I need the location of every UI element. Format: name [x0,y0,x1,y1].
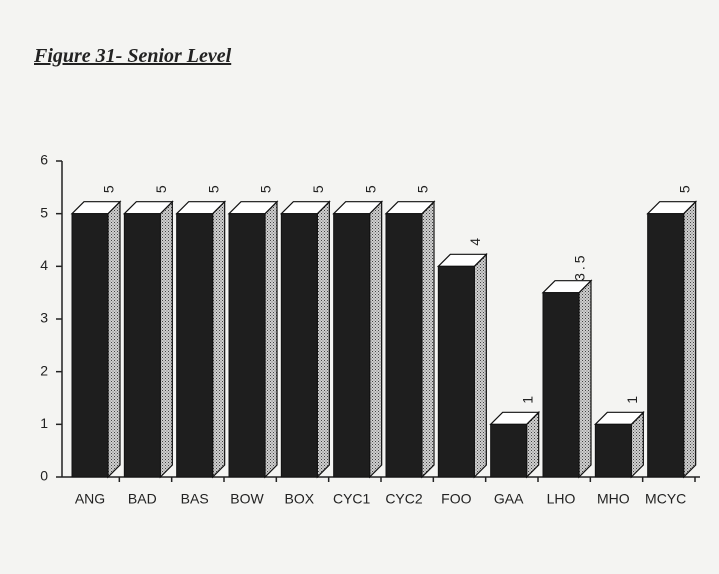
x-tick-label: BOX [285,491,315,507]
value-label: 5 [258,182,274,193]
bar [176,213,214,478]
x-tick-label: MCYC [645,491,686,507]
bar-side [421,200,435,479]
x-tick-label: ANG [75,491,105,507]
value-label: 5 [101,182,117,193]
bar [385,213,423,478]
x-tick-label: BAD [128,491,157,507]
y-tick-label: 0 [40,468,48,484]
x-tick-label: LHO [547,491,576,507]
value-label: 5 [310,182,326,193]
y-tick-label: 4 [40,257,48,273]
bar [437,265,475,478]
bar [594,423,632,478]
value-label: 5 [676,182,692,193]
value-label: 5 [415,182,431,193]
bar-side [212,200,226,479]
x-tick-label: BOW [230,491,264,507]
bar [228,213,266,478]
bar-side [264,200,278,479]
value-label: 5 [205,182,221,193]
y-tick-label: 3 [40,310,48,326]
y-tick-label: 2 [40,362,48,378]
bar [333,213,371,478]
bar [490,423,528,478]
bar-side [578,279,592,479]
bar-side [159,200,173,479]
y-tick-label: 6 [40,152,48,168]
x-tick-label: BAS [181,491,209,507]
bar-side [683,200,697,479]
x-tick-label: CYC2 [385,491,423,507]
value-label: 1 [519,393,535,404]
y-tick-label: 1 [40,415,48,431]
x-tick-label: CYC1 [333,491,371,507]
x-tick-label: FOO [441,491,471,507]
chart-title: Figure 31- Senior Level [33,45,232,67]
bar-side [316,200,330,479]
x-tick-label: MHO [597,491,630,507]
bar-side [107,200,121,479]
value-label: 5 [153,182,169,193]
value-label: 3.5 [572,252,588,280]
bar [71,213,109,478]
bar-side [369,200,383,479]
bar [542,292,580,478]
y-tick-label: 5 [40,204,48,220]
x-tick-label: GAA [494,491,524,507]
value-label: 5 [362,182,378,193]
value-label: 1 [624,393,640,404]
bar [280,213,318,478]
bar [123,213,161,478]
value-label: 4 [467,235,483,246]
bar-side [473,252,487,479]
bar [647,213,685,478]
